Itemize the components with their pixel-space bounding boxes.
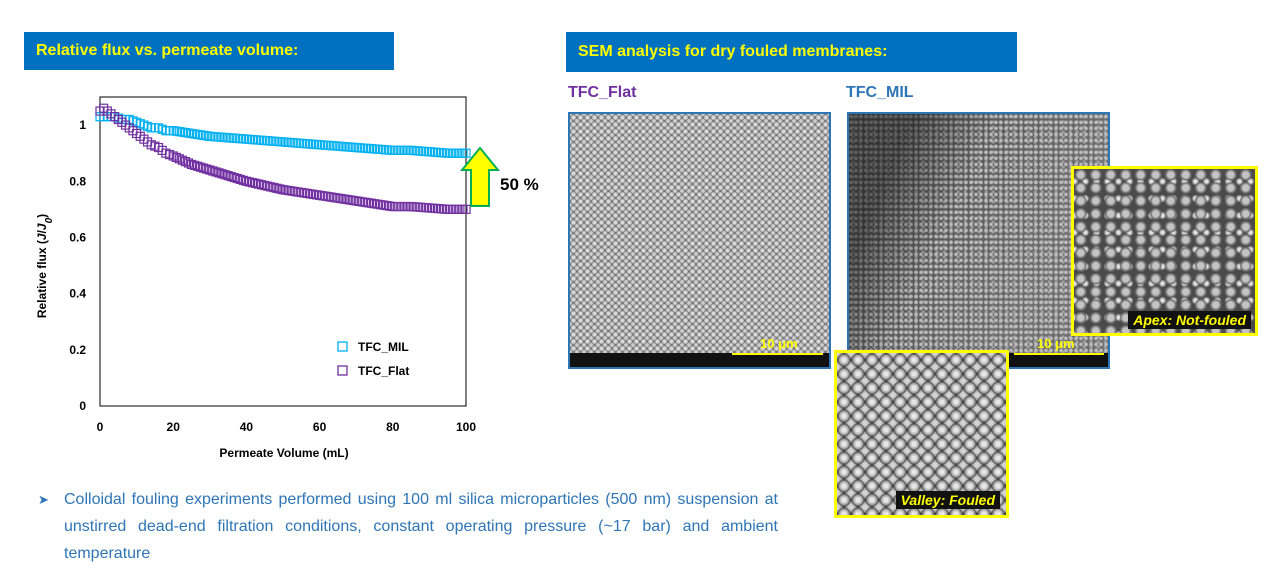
data-point: [183, 158, 194, 168]
chart-section-title: Relative flux vs. permeate volume:: [24, 32, 394, 70]
data-point: [211, 167, 221, 177]
data-point: [247, 178, 258, 188]
x-tick-label: 100: [456, 420, 476, 434]
legend-marker: [337, 341, 348, 352]
y-tick-label: 0: [79, 399, 86, 413]
data-point: [235, 174, 245, 184]
data-point: [186, 159, 197, 170]
x-axis-label: Permeate Volume (mL): [219, 446, 348, 460]
data-point: [171, 152, 181, 162]
data-point: [220, 170, 230, 180]
data-point: [263, 181, 273, 191]
chart-legend: TFC_MIL TFC_Flat: [337, 340, 409, 378]
data-point: [232, 173, 242, 184]
sem-label-mil: TFC_MIL: [846, 84, 914, 101]
y-tick-label: 0.2: [69, 343, 86, 357]
valley-label: Valley: Fouled: [895, 491, 1000, 509]
data-point: [238, 175, 248, 185]
improvement-arrow-icon: [459, 146, 501, 207]
data-point: [217, 169, 227, 179]
data-point: [174, 154, 184, 164]
data-point: [269, 182, 279, 193]
series-TFC_Flat: [95, 103, 471, 214]
sem-inset-valley: Valley: Fouled: [834, 350, 1009, 518]
x-tick-label: 80: [386, 420, 400, 434]
legend-label: TFC_Flat: [358, 364, 409, 378]
x-tick-label: 40: [240, 420, 254, 434]
x-tick-label: 20: [167, 420, 181, 434]
data-point: [461, 204, 471, 214]
x-tick-label: 60: [313, 420, 327, 434]
data-points: [95, 103, 471, 214]
sem-inset-apex: Apex: Not-fouled: [1071, 166, 1258, 336]
data-point: [180, 157, 190, 167]
data-point: [250, 178, 261, 188]
data-point: [241, 176, 251, 186]
plot-area: [99, 96, 467, 407]
data-point: [226, 171, 236, 182]
data-point: [266, 182, 276, 192]
scale-bar-label-flat: 10 μm: [760, 336, 798, 351]
data-point: [254, 179, 264, 189]
data-point: [275, 184, 285, 194]
data-point: [189, 160, 200, 170]
arrow-bullet-icon: ➤: [38, 492, 49, 507]
y-tick-label: 0.8: [69, 174, 86, 188]
data-point: [229, 172, 239, 183]
x-axis-ticks: 0 20 40 60 80 100: [97, 420, 477, 434]
apex-label: Apex: Not-fouled: [1128, 311, 1251, 329]
y-axis-label: Relative flux (J/J0): [35, 214, 55, 318]
note-text: Colloidal fouling experiments performed …: [64, 491, 778, 562]
data-point: [257, 180, 267, 190]
y-tick-label: 0.6: [69, 230, 86, 244]
data-point: [168, 151, 178, 161]
data-point: [196, 162, 206, 172]
sem-image-flat: 10 μm: [568, 112, 831, 369]
series-TFC_MIL: [95, 112, 471, 158]
y-tick-label: 0.4: [69, 287, 86, 301]
data-point: [214, 168, 224, 178]
data-point: [199, 163, 209, 173]
data-point: [202, 164, 212, 174]
data-point: [208, 166, 218, 176]
data-point: [193, 161, 203, 171]
sem-label-flat: TFC_Flat: [568, 84, 637, 101]
y-axis-ticks: 0 0.2 0.4 0.6 0.8 1: [69, 118, 86, 413]
data-point: [244, 177, 255, 187]
data-point: [272, 183, 282, 193]
data-point: [260, 180, 270, 191]
improvement-label: 50 %: [500, 175, 539, 194]
x-tick-label: 0: [97, 420, 104, 434]
data-point: [205, 165, 215, 175]
legend-label: TFC_MIL: [358, 340, 409, 354]
data-point: [223, 171, 233, 181]
legend-marker: [337, 365, 348, 376]
experiment-note: ➤ Colloidal fouling experiments performe…: [38, 486, 778, 567]
data-point: [461, 148, 471, 158]
scale-bar-label-mil: 10 μm: [1037, 336, 1075, 351]
data-point: [177, 155, 187, 165]
sem-section-title: SEM analysis for dry fouled membranes:: [566, 32, 1017, 72]
y-tick-label: 1: [79, 118, 86, 132]
